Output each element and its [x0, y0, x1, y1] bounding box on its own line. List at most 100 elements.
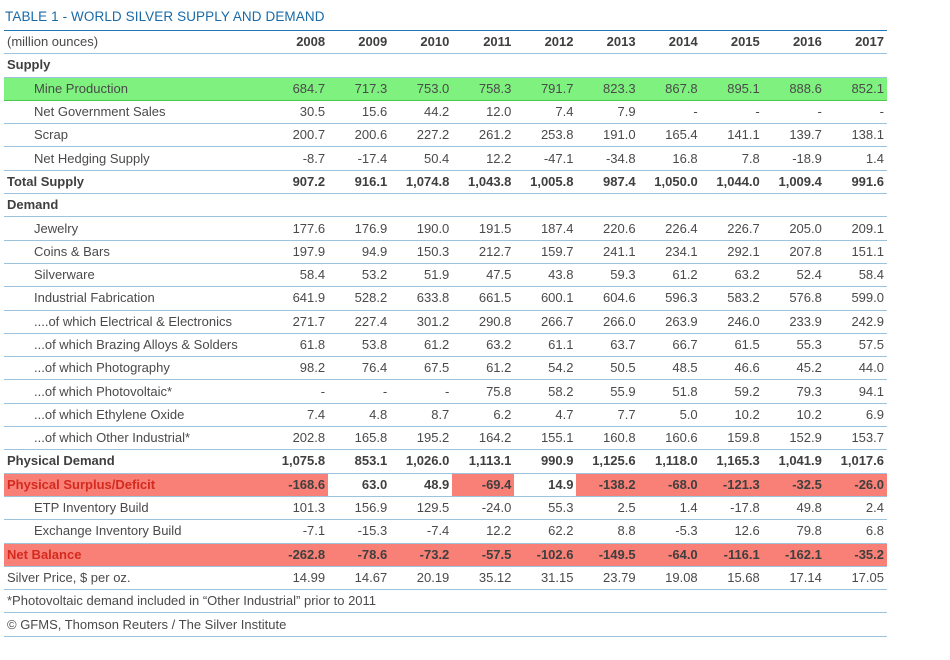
row-label: ....of which Electrical & Electronics [4, 310, 267, 334]
cell-value: 604.6 [576, 286, 639, 311]
cell-value: 62.2 [514, 519, 577, 544]
cell-value: 226.7 [700, 216, 763, 241]
cell-value: - [266, 379, 329, 404]
cell-value: 290.8 [452, 310, 515, 334]
cell-value: 55.9 [576, 379, 639, 404]
row-label: Silverware [4, 263, 267, 288]
cell-value: 852.1 [824, 76, 887, 101]
cell-value: 246.0 [700, 310, 763, 334]
cell-value: 195.2 [390, 426, 453, 451]
row-label: Physical Surplus/Deficit [4, 473, 267, 497]
cell-value: 1,044.0 [700, 170, 763, 195]
cell-value: -78.6 [328, 543, 391, 567]
cell-value: 661.5 [452, 286, 515, 311]
cell-value: -15.3 [328, 519, 391, 544]
cell-value: 159.7 [514, 240, 577, 264]
cell-value: 12.2 [452, 519, 515, 544]
cell-value: 49.8 [762, 496, 825, 521]
section-row-supply: Supply [4, 53, 887, 78]
cell-value: 791.7 [514, 76, 577, 101]
cell-value: 758.3 [452, 76, 515, 101]
cell-value: 600.1 [514, 286, 577, 311]
cell-value: 153.7 [824, 426, 887, 451]
cell-value: 6.9 [824, 403, 887, 428]
cell-value: 1,026.0 [390, 449, 453, 474]
cell-value: 50.4 [390, 146, 453, 171]
cell-value: -32.5 [762, 473, 825, 497]
cell-value: 61.8 [266, 333, 329, 358]
cell-value: 61.5 [700, 333, 763, 358]
cell-value: 212.7 [452, 240, 515, 264]
section-row-demand: Demand [4, 193, 887, 218]
cell-value: 220.6 [576, 216, 639, 241]
cell-value: 205.0 [762, 216, 825, 241]
cell-value: 75.8 [452, 379, 515, 404]
cell-value: 59.3 [576, 263, 639, 288]
cell-value: 1,165.3 [700, 449, 763, 474]
cell-value: -18.9 [762, 146, 825, 171]
cell-value: 7.9 [576, 100, 639, 125]
cell-value: 79.3 [762, 379, 825, 404]
year-header: 2014 [638, 31, 701, 55]
cell-value: 207.8 [762, 240, 825, 264]
footnote: *Photovoltaic demand included in “Other … [4, 589, 887, 614]
cell-value: 19.08 [638, 566, 701, 591]
cell-value: -24.0 [452, 496, 515, 521]
cell-value: 7.4 [514, 100, 577, 125]
cell-value: 14.67 [328, 566, 391, 591]
cell-value: 159.8 [700, 426, 763, 451]
cell-value: 12.6 [700, 519, 763, 544]
row-label: Physical Demand [4, 449, 267, 474]
row-label: Scrap [4, 123, 267, 148]
cell-value: 7.4 [266, 403, 329, 428]
row-net-balance: Net Balance -262.8 -78.6 -73.2 -57.5 -102.6 -1… [4, 543, 887, 567]
year-header: 2017 [824, 31, 887, 55]
cell-value: 12.2 [452, 146, 515, 171]
cell-value: 151.1 [824, 240, 887, 264]
row-other-industrial: ...of which Other Industrial* 202.8 165.8 1… [4, 426, 887, 451]
cell-value: -7.1 [266, 519, 329, 544]
cell-value: 1,041.9 [762, 449, 825, 474]
cell-value: 6.8 [824, 519, 887, 544]
cell-value: 187.4 [514, 216, 577, 241]
cell-value: 43.8 [514, 263, 577, 288]
cell-value: 583.2 [700, 286, 763, 311]
cell-value: -68.0 [638, 473, 701, 497]
cell-value: 79.8 [762, 519, 825, 544]
cell-value: 1,017.6 [824, 449, 887, 474]
cell-value: 35.12 [452, 566, 515, 591]
cell-value: -116.1 [700, 543, 763, 567]
cell-value: 916.1 [328, 170, 391, 195]
cell-value: 292.1 [700, 240, 763, 264]
cell-value: 160.8 [576, 426, 639, 451]
cell-value: 176.9 [328, 216, 391, 241]
cell-value: 1,113.1 [452, 449, 515, 474]
cell-value: 53.8 [328, 333, 391, 358]
title-rule [4, 30, 887, 31]
cell-value: 55.3 [762, 333, 825, 358]
cell-value: -17.4 [328, 146, 391, 171]
cell-value: 2.4 [824, 496, 887, 521]
cell-value: 633.8 [390, 286, 453, 311]
row-electrical: ....of which Electrical & Electronics 271… [4, 310, 887, 334]
cell-value: 888.6 [762, 76, 825, 101]
row-mine-production: Mine Production 684.7 717.3 753.0 758.3 791.7… [4, 76, 887, 101]
cell-value: 241.1 [576, 240, 639, 264]
cell-value: 853.1 [328, 449, 391, 474]
row-brazing: ...of which Brazing Alloys & Solders 61.8… [4, 333, 887, 358]
cell-value: 14.99 [266, 566, 329, 591]
cell-value: 30.5 [266, 100, 329, 125]
cell-value: 76.4 [328, 356, 391, 381]
cell-value: 45.2 [762, 356, 825, 381]
cell-value: 94.9 [328, 240, 391, 264]
cell-value: 266.7 [514, 310, 577, 334]
cell-value: 23.79 [576, 566, 639, 591]
cell-value: 271.7 [266, 310, 329, 334]
cell-value: 53.2 [328, 263, 391, 288]
cell-value: - [328, 379, 391, 404]
row-label: ...of which Other Industrial* [4, 426, 267, 451]
cell-value: 15.68 [700, 566, 763, 591]
cell-value: -5.3 [638, 519, 701, 544]
cell-value: 164.2 [452, 426, 515, 451]
year-header: 2009 [328, 31, 391, 55]
